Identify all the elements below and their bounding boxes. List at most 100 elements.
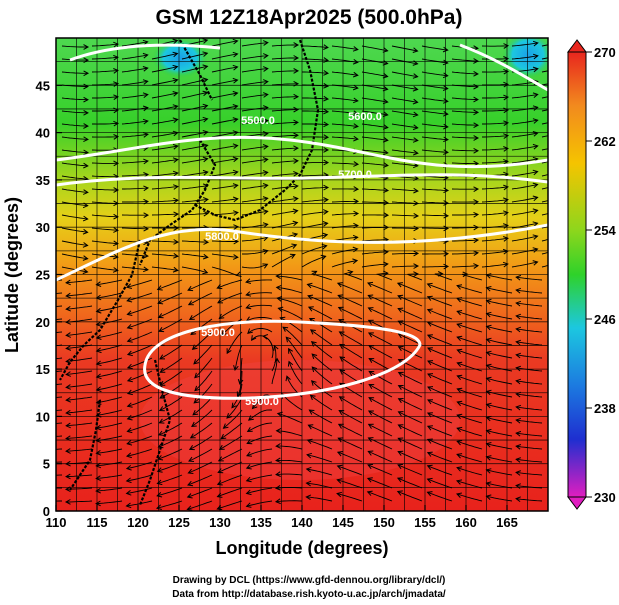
streamline-arrow bbox=[172, 38, 179, 45]
streamline bbox=[511, 261, 538, 268]
streamline bbox=[91, 43, 118, 47]
streamline bbox=[66, 435, 93, 439]
streamline bbox=[397, 464, 423, 476]
streamline-arrow bbox=[503, 133, 510, 139]
streamline-arrow bbox=[532, 247, 539, 253]
x-tick-label: 140 bbox=[291, 515, 313, 530]
streamline bbox=[248, 409, 273, 421]
streamline-arrow bbox=[412, 124, 419, 131]
streamline bbox=[302, 110, 329, 113]
streamline-arrow bbox=[515, 457, 521, 463]
streamline-arrow bbox=[323, 95, 330, 102]
streamline-arrow bbox=[443, 110, 449, 117]
streamline-arrow bbox=[245, 303, 252, 310]
streamline bbox=[451, 252, 479, 255]
streamline bbox=[308, 424, 333, 437]
streamline-arrow bbox=[143, 266, 149, 273]
streamline bbox=[246, 448, 273, 457]
streamline-arrow bbox=[352, 234, 359, 241]
streamline-arrow bbox=[397, 437, 404, 443]
streamline bbox=[457, 336, 483, 346]
streamline-arrow bbox=[65, 305, 71, 312]
streamline-arrow bbox=[36, 331, 41, 336]
streamline-arrow bbox=[382, 72, 389, 79]
streamline bbox=[181, 171, 208, 177]
streamline-arrow bbox=[232, 38, 239, 45]
streamline bbox=[66, 292, 93, 297]
streamline bbox=[311, 353, 333, 372]
streamline bbox=[306, 454, 333, 463]
streamline-arrow bbox=[397, 424, 404, 430]
streamline-arrow bbox=[293, 55, 300, 61]
streamline-arrow bbox=[158, 418, 165, 424]
streamline-arrow bbox=[202, 130, 209, 136]
streamline-arrow bbox=[323, 121, 330, 128]
streamline bbox=[427, 386, 453, 398]
streamline bbox=[398, 411, 423, 424]
streamline bbox=[151, 172, 178, 177]
y-tick-label: 10 bbox=[36, 409, 50, 424]
streamline bbox=[421, 45, 448, 51]
streamline bbox=[398, 308, 423, 320]
streamline-arrow bbox=[456, 440, 463, 446]
streamline bbox=[516, 315, 543, 320]
streamline-arrow bbox=[473, 211, 480, 218]
streamline-arrow bbox=[456, 348, 463, 355]
streamline-arrow bbox=[397, 320, 404, 326]
streamline-arrow bbox=[515, 339, 522, 346]
streamline bbox=[367, 477, 393, 489]
streamline bbox=[61, 162, 88, 167]
streamline-arrow bbox=[83, 149, 89, 156]
streamline bbox=[331, 45, 358, 51]
streamline-arrow bbox=[233, 210, 239, 216]
streamline-arrow bbox=[532, 105, 539, 111]
streamline-arrow bbox=[285, 336, 292, 343]
streamline-arrow bbox=[82, 268, 89, 275]
streamline-arrow bbox=[306, 452, 313, 459]
streamline-arrow bbox=[126, 350, 133, 357]
streamline-arrow bbox=[306, 282, 313, 289]
streamline bbox=[127, 305, 153, 315]
streamline-arrow bbox=[443, 123, 449, 130]
streamline bbox=[457, 323, 483, 333]
streamline bbox=[339, 344, 363, 359]
streamline-arrow bbox=[263, 66, 269, 72]
streamline bbox=[486, 377, 513, 385]
streamline-arrow bbox=[473, 263, 480, 269]
streamline-arrow bbox=[353, 110, 359, 116]
streamline bbox=[56, 292, 63, 294]
streamline bbox=[541, 200, 548, 203]
streamline bbox=[541, 135, 548, 138]
streamline-arrow bbox=[368, 383, 375, 390]
streamline bbox=[280, 317, 303, 333]
streamline-arrow bbox=[232, 117, 239, 123]
streamline bbox=[311, 366, 333, 385]
streamline bbox=[337, 282, 363, 294]
streamline bbox=[397, 491, 423, 502]
streamline bbox=[511, 184, 538, 190]
streamline-arrow bbox=[274, 484, 281, 491]
streamline-arrow bbox=[309, 329, 316, 335]
streamline bbox=[331, 213, 359, 216]
streamline-arrow bbox=[515, 430, 522, 437]
streamline bbox=[516, 406, 543, 411]
streamline-arrow bbox=[262, 131, 269, 137]
streamline bbox=[151, 132, 178, 138]
streamline-arrow bbox=[217, 456, 224, 462]
streamline bbox=[126, 279, 153, 288]
streamline bbox=[271, 244, 297, 255]
streamline bbox=[301, 199, 328, 203]
streamline-arrow bbox=[323, 108, 330, 115]
streamline bbox=[398, 385, 423, 398]
y-tick-label: 15 bbox=[36, 362, 50, 377]
y-tick-label: 30 bbox=[36, 220, 50, 235]
streamline bbox=[511, 132, 538, 138]
streamline-arrow bbox=[413, 187, 419, 194]
streamline bbox=[242, 250, 268, 255]
streamline bbox=[516, 393, 543, 398]
streamline bbox=[66, 500, 93, 503]
streamline bbox=[541, 187, 548, 190]
streamline-arrow bbox=[397, 359, 404, 364]
streamline-arrow bbox=[352, 59, 359, 65]
streamline bbox=[181, 158, 208, 164]
